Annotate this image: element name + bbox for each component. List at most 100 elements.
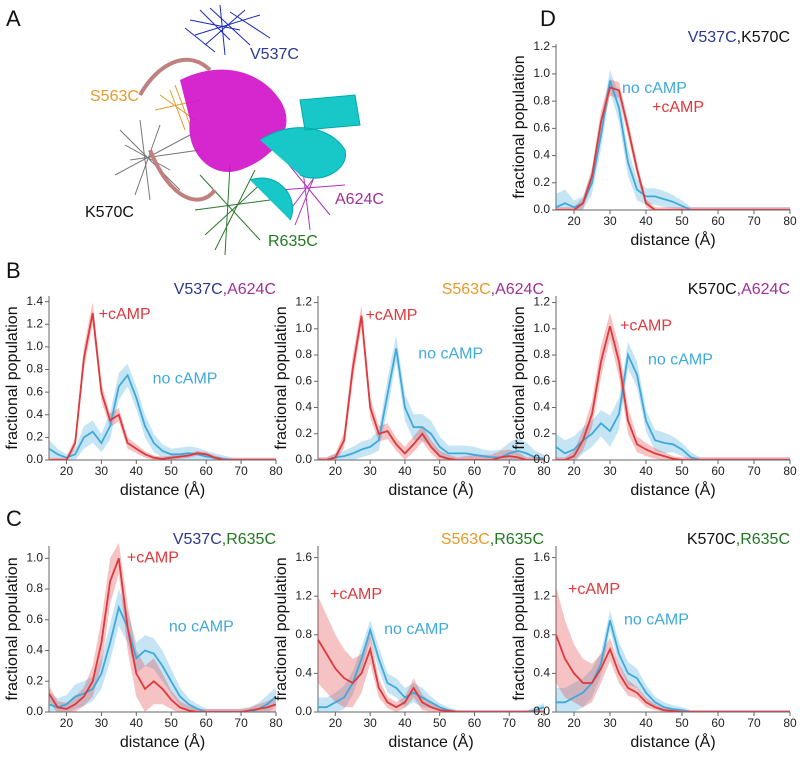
x-tick-label: 80 bbox=[269, 464, 283, 478]
series-label: +cAMP bbox=[365, 307, 417, 324]
y-tick-label: 0.4 bbox=[26, 643, 43, 657]
x-tick-label: 30 bbox=[95, 464, 109, 478]
chart: 0.0 0.2 0.4 0.6 0.8 1.0 1.2 1.4 20 30 40 50 60 70 80 di… bbox=[4, 281, 283, 499]
chart-title: S563C,A624C bbox=[442, 281, 544, 298]
series-line bbox=[556, 80, 790, 210]
title-part: ,K570C bbox=[737, 29, 790, 46]
x-tick-label: 40 bbox=[639, 464, 653, 478]
x-tick-label: 40 bbox=[639, 214, 653, 228]
title-part: K570C bbox=[688, 281, 737, 298]
series-label: no cAMP bbox=[622, 80, 687, 97]
x-tick-label: 80 bbox=[537, 716, 551, 730]
y-tick-label: 1.2 bbox=[295, 588, 312, 602]
sticks-r635c bbox=[194, 164, 271, 256]
x-tick-label: 70 bbox=[503, 464, 517, 478]
x-tick-label: 70 bbox=[747, 716, 761, 730]
x-tick-label: 40 bbox=[398, 464, 412, 478]
y-tick-label: 0.6 bbox=[295, 373, 312, 387]
x-axis-title: distance (Å) bbox=[120, 732, 205, 751]
error-band bbox=[556, 341, 790, 460]
x-tick-label: 30 bbox=[363, 716, 377, 730]
chart-title: K570C,A624C bbox=[688, 281, 790, 298]
error-band bbox=[556, 69, 790, 210]
x-tick-label: 60 bbox=[468, 464, 482, 478]
y-tick-label: 0.4 bbox=[295, 666, 312, 680]
chart: 0.0 0.4 0.8 1.2 1.6 20 30 40 50 60 70 80 distance (Å… bbox=[511, 531, 797, 751]
series-label: no cAMP bbox=[648, 351, 713, 368]
x-tick-label: 80 bbox=[783, 214, 797, 228]
y-tick-label: 0.0 bbox=[533, 452, 550, 466]
x-tick-label: 50 bbox=[165, 716, 179, 730]
x-axis-title: distance (Å) bbox=[630, 480, 715, 499]
x-tick-label: 60 bbox=[199, 716, 213, 730]
residue-label: V537C bbox=[250, 46, 299, 63]
chart-title: V537C,K570C bbox=[688, 29, 790, 46]
x-axis-title: distance (Å) bbox=[120, 480, 205, 499]
x-axis-title: distance (Å) bbox=[630, 732, 715, 751]
y-tick-label: 1.6 bbox=[533, 550, 550, 564]
y-tick-label: 1.2 bbox=[26, 316, 43, 330]
x-tick-label: 40 bbox=[398, 716, 412, 730]
plot-area bbox=[556, 586, 790, 712]
plot-area bbox=[49, 301, 276, 460]
y-tick-label: 1.2 bbox=[295, 295, 312, 309]
x-tick-label: 30 bbox=[603, 464, 617, 478]
y-tick-label: 1.0 bbox=[26, 550, 43, 564]
series-line bbox=[556, 634, 790, 712]
plot-area bbox=[318, 305, 544, 460]
x-tick-label: 30 bbox=[603, 214, 617, 228]
y-axis-title: fractional population bbox=[511, 306, 528, 449]
title-part: ,R635C bbox=[736, 531, 790, 548]
series-label: +cAMP bbox=[330, 586, 382, 603]
error-band bbox=[556, 313, 790, 460]
title-part: S563C bbox=[442, 281, 491, 298]
series-line bbox=[49, 312, 276, 460]
y-tick-label: 0.4 bbox=[533, 148, 550, 162]
y-tick-label: 1.2 bbox=[533, 39, 550, 53]
y-tick-label: 0.0 bbox=[295, 704, 312, 718]
title-part: ,R635C bbox=[490, 531, 544, 548]
error-band bbox=[49, 589, 276, 712]
x-tick-label: 70 bbox=[503, 716, 517, 730]
y-axis-title: fractional population bbox=[511, 557, 528, 700]
y-axis-title: fractional population bbox=[4, 306, 21, 449]
x-axis-title: distance (Å) bbox=[388, 732, 473, 751]
y-tick-label: 0.4 bbox=[533, 666, 550, 680]
y-tick-label: 0.8 bbox=[26, 362, 43, 376]
chart: 0.0 0.2 0.4 0.6 0.8 1.0 1.2 20 30 40 50 60 70 80 dista… bbox=[511, 281, 797, 499]
residue-label: R635C bbox=[268, 233, 318, 250]
y-tick-label: 1.2 bbox=[533, 588, 550, 602]
title-part: ,A624C bbox=[491, 281, 544, 298]
x-tick-label: 50 bbox=[433, 716, 447, 730]
title-part: ,R635C bbox=[222, 531, 276, 548]
series-line bbox=[556, 351, 790, 460]
x-tick-label: 40 bbox=[130, 464, 144, 478]
x-tick-label: 60 bbox=[468, 716, 482, 730]
x-tick-label: 50 bbox=[433, 464, 447, 478]
chart-title: V537C,A624C bbox=[174, 281, 276, 298]
panel-label: B bbox=[6, 258, 21, 283]
series-line bbox=[556, 86, 790, 210]
series-label: +cAMP bbox=[568, 581, 620, 598]
y-tick-label: 1.0 bbox=[533, 66, 550, 80]
chart: 0.0 0.4 0.8 1.2 1.6 20 30 40 50 60 70 80 distance (Å… bbox=[273, 531, 551, 751]
y-tick-label: 0.4 bbox=[26, 407, 43, 421]
y-tick-label: 1.0 bbox=[26, 339, 43, 353]
x-tick-label: 80 bbox=[783, 464, 797, 478]
domain-cyan bbox=[249, 94, 361, 221]
y-tick-label: 0.6 bbox=[26, 384, 43, 398]
y-axis-title: fractional population bbox=[4, 557, 21, 700]
y-tick-label: 0.8 bbox=[295, 347, 312, 361]
x-tick-label: 20 bbox=[329, 464, 343, 478]
error-band bbox=[49, 542, 276, 712]
series-line bbox=[318, 315, 544, 460]
panel-label: D bbox=[540, 6, 556, 31]
y-tick-label: 0.0 bbox=[26, 704, 43, 718]
x-tick-label: 20 bbox=[567, 214, 581, 228]
chart: 0.0 0.2 0.4 0.6 0.8 1.0 20 30 40 50 60 70 80 distance… bbox=[4, 531, 283, 751]
chart-title: V537C,R635C bbox=[173, 531, 276, 548]
error-band bbox=[318, 305, 544, 460]
series-line bbox=[318, 626, 544, 712]
y-tick-label: 1.2 bbox=[533, 295, 550, 309]
y-tick-label: 0.6 bbox=[26, 612, 43, 626]
